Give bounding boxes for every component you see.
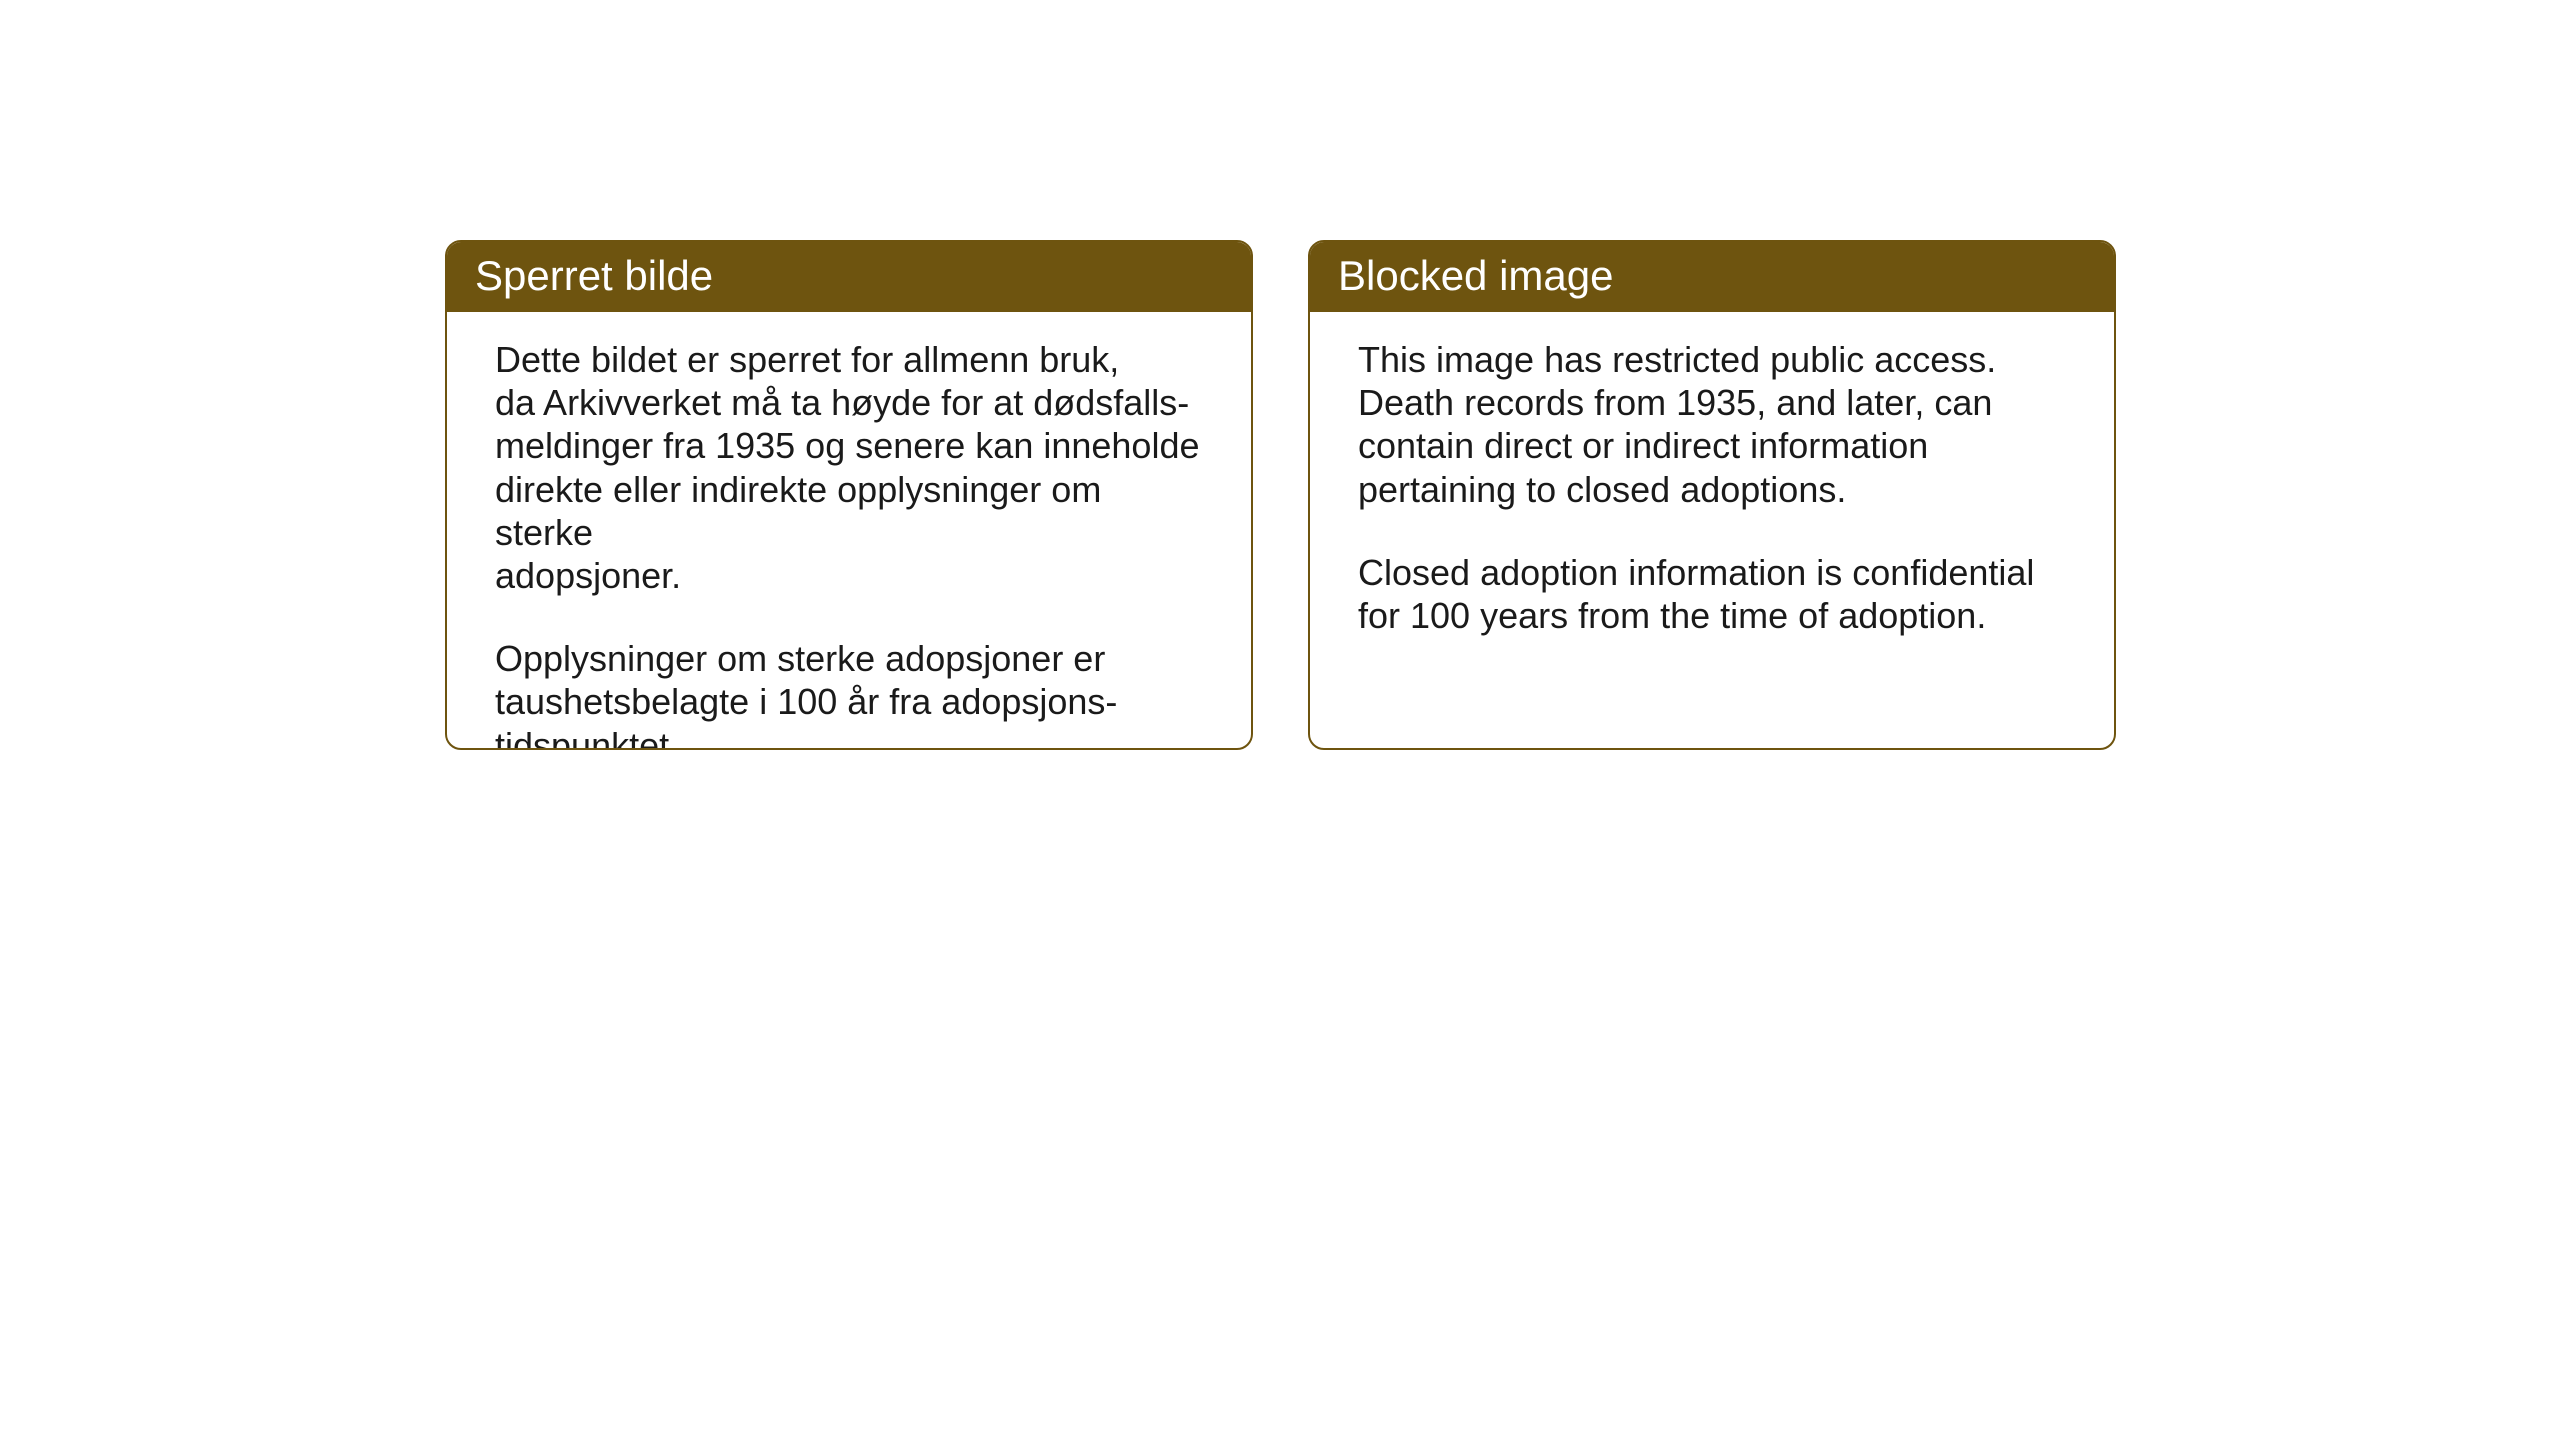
norwegian-p2-line1: Opplysninger om sterke adopsjoner er [495, 638, 1105, 679]
norwegian-p2-line3: tidspunktet. [495, 725, 679, 751]
english-p1-line1: This image has restricted public access. [1358, 339, 1996, 380]
english-card-header: Blocked image [1310, 242, 2114, 312]
norwegian-card-body: Dette bildet er sperret for allmenn bruk… [447, 312, 1251, 750]
english-card-title: Blocked image [1338, 252, 1613, 299]
english-p1-line3: contain direct or indirect information [1358, 425, 1928, 466]
english-card: Blocked image This image has restricted … [1308, 240, 2116, 750]
english-p1-line2: Death records from 1935, and later, can [1358, 382, 1992, 423]
norwegian-paragraph-1: Dette bildet er sperret for allmenn bruk… [495, 338, 1203, 597]
english-p2-line1: Closed adoption information is confident… [1358, 552, 2034, 593]
norwegian-p1-line2: da Arkivverket må ta høyde for at dødsfa… [495, 382, 1189, 423]
cards-container: Sperret bilde Dette bildet er sperret fo… [445, 240, 2116, 750]
norwegian-p1-line4: direkte eller indirekte opplysninger om … [495, 469, 1101, 553]
norwegian-p1-line1: Dette bildet er sperret for allmenn bruk… [495, 339, 1119, 380]
english-paragraph-2: Closed adoption information is confident… [1358, 551, 2066, 637]
norwegian-paragraph-2: Opplysninger om sterke adopsjoner er tau… [495, 637, 1203, 750]
norwegian-card-title: Sperret bilde [475, 252, 713, 299]
english-paragraph-1: This image has restricted public access.… [1358, 338, 2066, 511]
english-p1-line4: pertaining to closed adoptions. [1358, 469, 1846, 510]
english-card-body: This image has restricted public access.… [1310, 312, 2114, 671]
norwegian-card: Sperret bilde Dette bildet er sperret fo… [445, 240, 1253, 750]
norwegian-p2-line2: taushetsbelagte i 100 år fra adopsjons- [495, 681, 1117, 722]
norwegian-p1-line5: adopsjoner. [495, 555, 681, 596]
norwegian-card-header: Sperret bilde [447, 242, 1251, 312]
norwegian-p1-line3: meldinger fra 1935 og senere kan innehol… [495, 425, 1200, 466]
english-p2-line2: for 100 years from the time of adoption. [1358, 595, 1986, 636]
